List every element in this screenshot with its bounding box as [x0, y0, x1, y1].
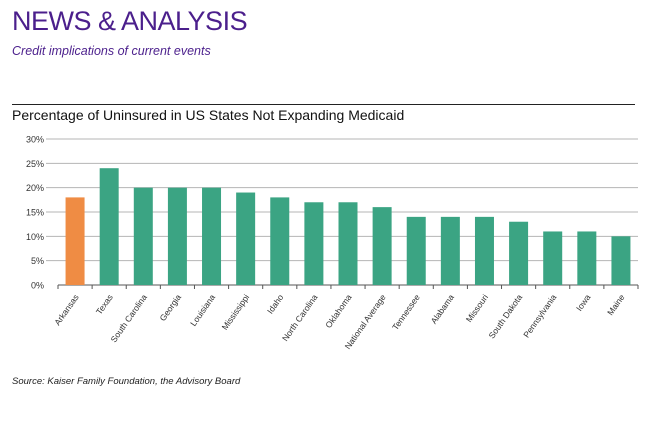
source-note: Source: Kaiser Family Foundation, the Ad… — [12, 376, 241, 387]
x-tick-label: North Carolina — [280, 292, 320, 343]
y-tick-label: 0% — [31, 281, 44, 291]
x-tick-label: Tennessee — [390, 292, 422, 332]
x-tick-label: Georgia — [158, 292, 184, 323]
bar — [236, 192, 256, 285]
y-tick-label: 10% — [26, 232, 44, 242]
bar — [509, 221, 529, 285]
bar — [474, 216, 494, 285]
y-tick-label: 15% — [26, 208, 44, 218]
bar — [65, 197, 85, 285]
bar — [338, 202, 358, 285]
bar — [440, 216, 460, 285]
x-tick-label: Maine — [605, 292, 627, 317]
chart-title: Percentage of Uninsured in US States Not… — [12, 107, 405, 123]
x-tick-label: Missouri — [464, 292, 490, 324]
x-tick-label: South Carolina — [108, 292, 149, 344]
bar — [611, 236, 631, 285]
x-tick-label: Arkansas — [52, 292, 81, 327]
x-tick-label: Iowa — [574, 292, 593, 313]
x-tick-label: Texas — [94, 292, 115, 316]
section-subtitle: Credit implications of current events — [12, 44, 211, 58]
bar — [372, 207, 392, 285]
bar — [99, 168, 119, 285]
x-tick-label: Pennsylvania — [521, 292, 558, 339]
y-tick-label: 20% — [26, 183, 44, 193]
x-tick-label: Louisiana — [188, 292, 217, 328]
bar — [133, 187, 153, 285]
y-tick-label: 5% — [31, 256, 44, 266]
x-tick-label: South Dakota — [486, 292, 524, 340]
section-header: NEWS & ANALYSIS — [12, 6, 248, 36]
x-tick-label: Alabama — [429, 292, 457, 325]
bar — [304, 202, 324, 285]
y-tick-label: 30% — [26, 135, 44, 145]
x-tick-label: Idaho — [265, 292, 286, 315]
bar — [167, 187, 187, 285]
bar — [202, 187, 222, 285]
title-rule — [12, 104, 635, 105]
x-tick-label: Mississippi — [220, 292, 252, 331]
bar — [577, 231, 597, 285]
x-tick-label: Oklahoma — [323, 292, 354, 330]
y-tick-label: 25% — [26, 159, 44, 169]
bar — [406, 216, 426, 285]
bar — [543, 231, 563, 285]
bar — [270, 197, 290, 285]
